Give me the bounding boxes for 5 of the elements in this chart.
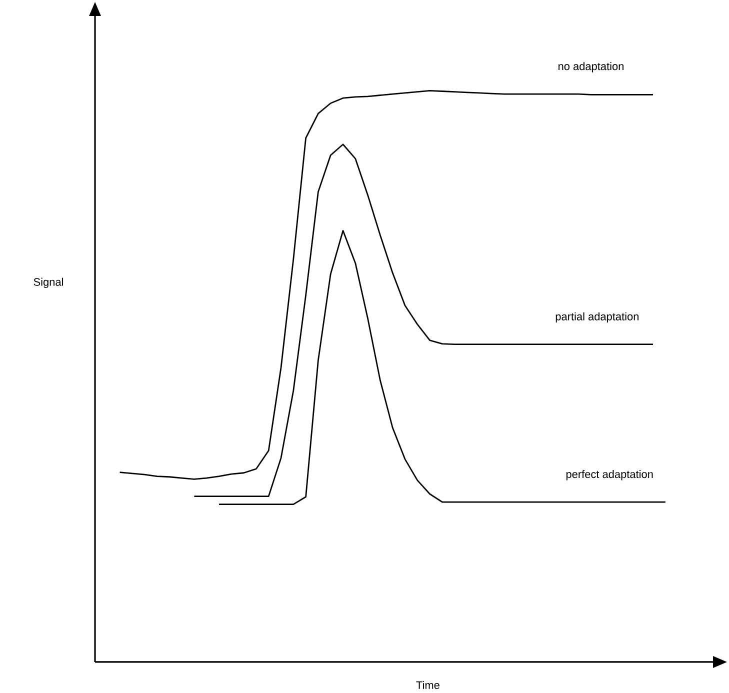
series-label: no adaptation [558,62,624,72]
x-axis-title: Time [416,681,440,690]
series-label: perfect adaptation [566,470,653,480]
series-label: partial adaptation [556,312,638,323]
y-axis-title: Signal [34,278,63,288]
